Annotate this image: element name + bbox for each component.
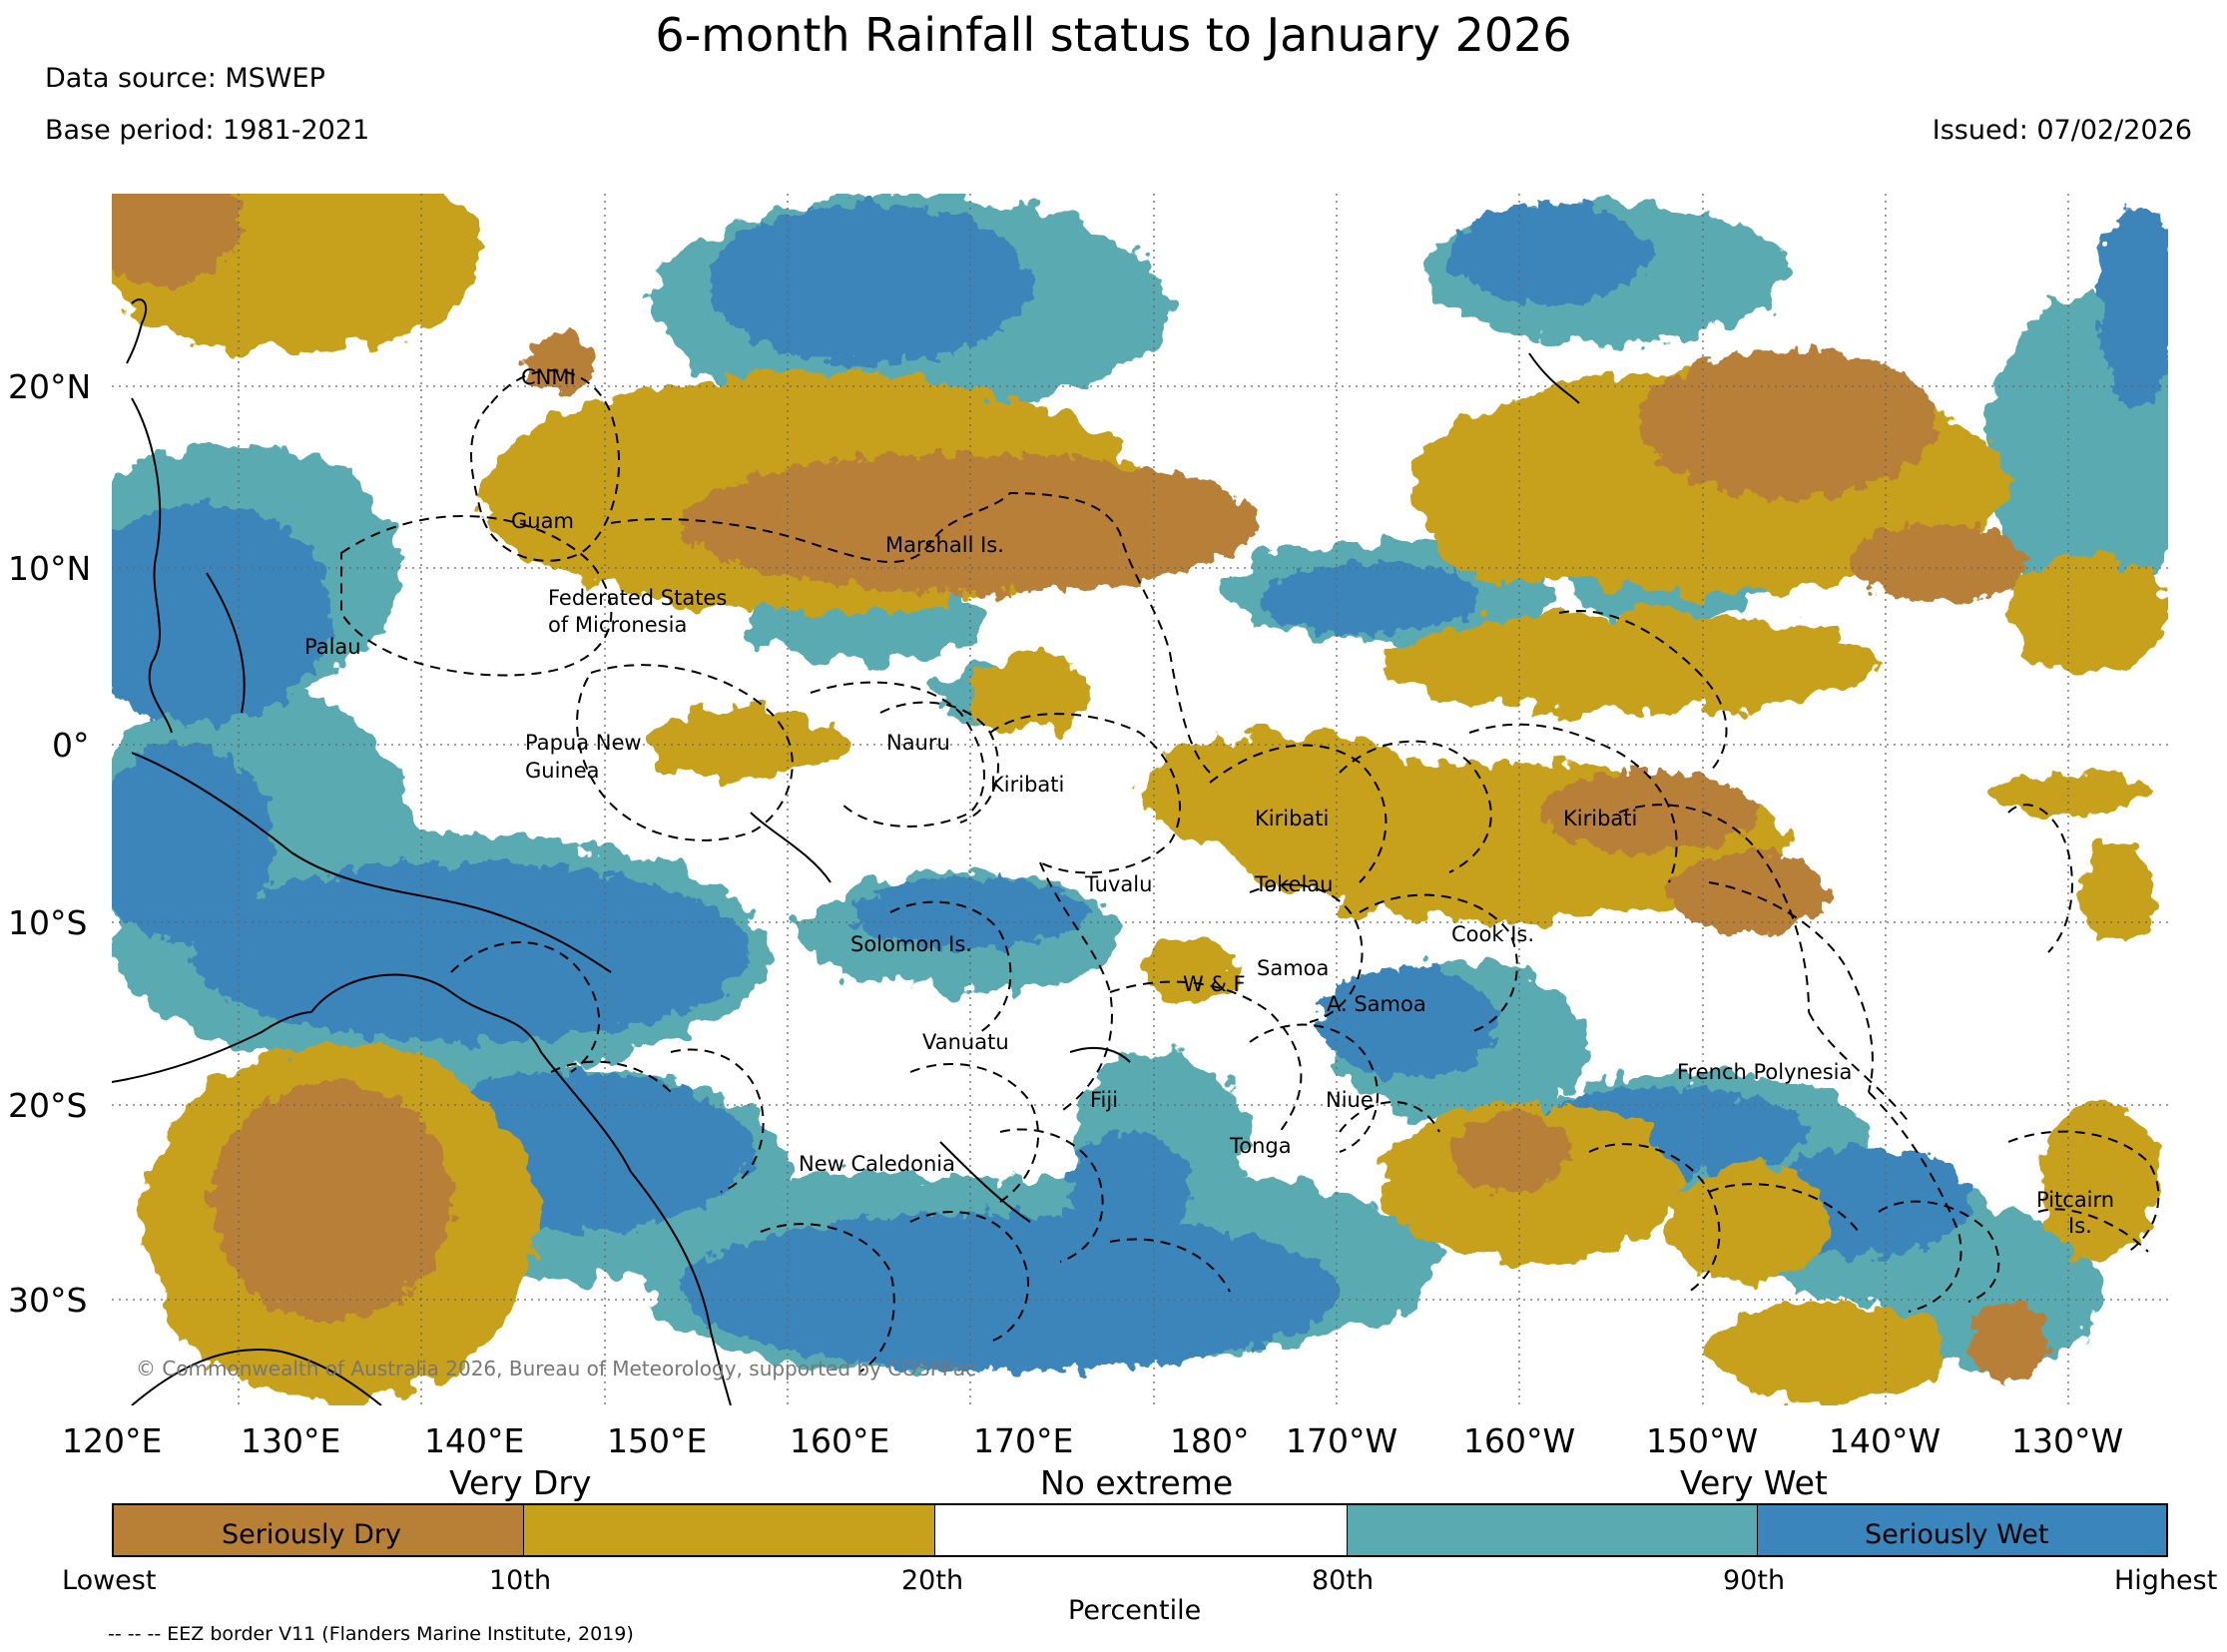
colorbar-seriously-dry (112, 1503, 524, 1557)
percentile-tick: 90th (1723, 1565, 1786, 1596)
place-label: Nauru (886, 731, 950, 755)
percentile-tick: Highest (2114, 1565, 2218, 1596)
place-label: Kiribati (1255, 807, 1330, 830)
legend-seriously-dry: Seriously Dry (222, 1519, 401, 1550)
place-label: A. Samoa (1327, 992, 1426, 1016)
very-dry-regions (112, 194, 2168, 1401)
lon-label: 150°E (607, 1421, 708, 1460)
place-label: Niue (1326, 1088, 1374, 1112)
colorbar-seriously-wet (1758, 1503, 2168, 1557)
copyright-text: © Commonwealth of Australia 2026, Bureau… (136, 1357, 977, 1380)
rainfall-map: CNMI Guam Marshall Is. Federated States … (112, 194, 2168, 1405)
place-label: French Polynesia (1677, 1060, 1853, 1084)
place-label: Pitcairn (2036, 1188, 2115, 1212)
page-title: 6-month Rainfall status to January 2026 (655, 8, 1572, 62)
lon-label: 130°E (241, 1421, 341, 1460)
lon-label: 140°E (424, 1421, 525, 1460)
place-label: Fiji (1090, 1088, 1119, 1112)
base-period-text: Base period: 1981-2021 (45, 115, 370, 146)
legend-seriously-wet: Seriously Wet (1865, 1519, 2049, 1550)
percentile-tick: 20th (901, 1565, 964, 1596)
place-label: New Caledonia (799, 1152, 955, 1176)
place-label: Papua New (525, 731, 642, 755)
place-label: Kiribati (1563, 807, 1638, 830)
lat-label: 20°N (8, 367, 92, 406)
lon-label: 170°E (973, 1421, 1074, 1460)
lon-label: 180° (1170, 1421, 1250, 1460)
place-label: Tonga (1230, 1134, 1292, 1158)
eez-borders (340, 369, 2160, 1373)
lat-label: 10°S (8, 903, 88, 942)
percentile-tick: 10th (489, 1565, 552, 1596)
place-label: Kiribati (990, 773, 1065, 797)
place-label: Palau (304, 635, 361, 659)
eez-footnote: -- -- -- EEZ border V11 (Flanders Marine… (108, 1623, 634, 1645)
rainfall-map-svg (112, 194, 2168, 1405)
lon-label: 120°E (62, 1421, 163, 1460)
lon-label: 140°W (1829, 1421, 1942, 1460)
legend-no-extreme: No extreme (1040, 1463, 1234, 1502)
percentile-axis-label: Percentile (1068, 1595, 1202, 1626)
place-label: Solomon Is. (850, 932, 972, 956)
colorbar-very-dry (524, 1503, 935, 1557)
lon-label: 170°W (1286, 1421, 1398, 1460)
lon-label: 160°E (790, 1421, 890, 1460)
data-source-text: Data source: MSWEP (45, 63, 325, 94)
place-label: Federated States (548, 586, 728, 610)
legend-very-dry: Very Dry (449, 1463, 592, 1502)
lat-label: 20°S (8, 1086, 88, 1125)
percentile-tick: 80th (1312, 1565, 1375, 1596)
coastlines (112, 298, 1580, 1405)
place-label: of Micronesia (548, 613, 688, 637)
lat-label: 30°S (8, 1281, 88, 1320)
place-label: Cook Is. (1451, 922, 1535, 946)
lon-label: 160°W (1463, 1421, 1576, 1460)
percentile-tick: Lowest (62, 1565, 157, 1596)
place-label: Guam (511, 509, 574, 533)
lat-label: 10°N (8, 549, 92, 588)
place-label: CNMI (521, 365, 576, 389)
lat-label: 0° (52, 726, 90, 765)
colorbar-very-wet (1347, 1503, 1758, 1557)
colorbar-no-extreme (935, 1503, 1347, 1557)
place-label: Tuvalu (1085, 872, 1153, 896)
place-label: Guinea (525, 759, 600, 783)
place-label: W & F (1183, 972, 1246, 996)
place-label: Vanuatu (922, 1030, 1009, 1054)
place-label: Marshall Is. (885, 533, 1004, 557)
lon-label: 130°W (2011, 1421, 2124, 1460)
graticule (112, 194, 2168, 1405)
issued-date-text: Issued: 07/02/2026 (1932, 115, 2192, 146)
place-label: Samoa (1257, 956, 1330, 980)
place-label: Is. (2068, 1214, 2092, 1238)
place-label: Tokelau (1255, 872, 1334, 896)
lon-label: 150°W (1646, 1421, 1759, 1460)
legend-very-wet: Very Wet (1680, 1463, 1828, 1502)
